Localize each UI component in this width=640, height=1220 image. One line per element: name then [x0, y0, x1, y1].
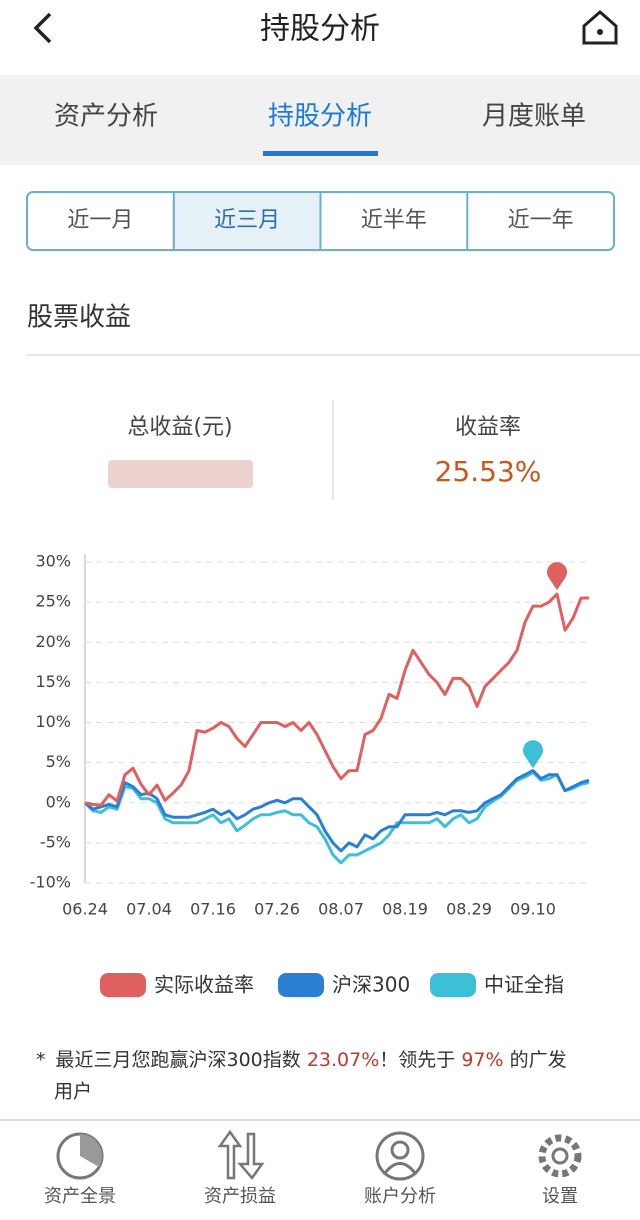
tab-bar	[0, 75, 640, 165]
rate-label: 收益率	[455, 415, 521, 440]
series-line	[84, 592, 590, 807]
legend-label: 沪深300	[332, 973, 410, 997]
nav-item[interactable]: 资产全景	[44, 1132, 116, 1207]
x-tick-label: 07.04	[126, 900, 172, 919]
icon	[383, 1162, 417, 1174]
legend-label: 中证全指	[484, 973, 564, 997]
series-line	[83, 770, 590, 865]
period-option[interactable]: 近一年	[508, 208, 574, 233]
y-tick-label: 5%	[46, 752, 71, 771]
footnote-part: 97%	[461, 1049, 503, 1071]
period-active	[173, 193, 321, 249]
icon	[551, 1147, 569, 1165]
icon	[538, 1134, 582, 1178]
y-tick-label: -5%	[40, 832, 71, 851]
tab[interactable]: 月度账单	[482, 102, 586, 132]
nav-item[interactable]: 设置	[538, 1134, 582, 1207]
tab[interactable]: 持股分析	[268, 102, 372, 132]
x-tick-label: 08.29	[446, 900, 492, 919]
nav-label: 资产全景	[44, 1186, 116, 1207]
icon	[375, 1131, 425, 1181]
footnote-part: *	[36, 1049, 46, 1071]
footnote-part: ！领先于	[379, 1049, 461, 1071]
x-tick-label: 08.07	[318, 900, 364, 919]
period-option[interactable]: 近半年	[361, 208, 427, 233]
footnote-part: 的广发	[504, 1049, 567, 1071]
y-tick-label: 25%	[35, 592, 71, 611]
icon	[217, 1129, 265, 1181]
y-tick-label: 10%	[35, 712, 71, 731]
nav-item[interactable]: 资产损益	[204, 1129, 276, 1207]
peak-pin	[523, 740, 543, 769]
y-tick-label: 30%	[35, 552, 71, 571]
footnote-line2: 用户	[54, 1081, 92, 1103]
series-line	[84, 769, 590, 853]
tab-indicator	[263, 151, 378, 156]
legend-swatch	[100, 973, 146, 997]
x-tick-label: 09.10	[510, 900, 556, 919]
peak-pin	[547, 562, 568, 591]
x-tick-label: 07.26	[254, 900, 300, 919]
rate-value: 25.53%	[435, 455, 542, 488]
x-tick-label: 06.24	[62, 900, 108, 919]
period-selector: 近一月 近三月 近半年 近一年	[26, 191, 615, 251]
period-option[interactable]: 近一月	[67, 208, 133, 233]
footnote-part: 23.07%	[307, 1049, 379, 1071]
nav-label: 账户分析	[364, 1186, 436, 1207]
legend-label: 实际收益率	[154, 973, 254, 997]
nav-label: 设置	[542, 1186, 578, 1207]
blurred-total	[108, 460, 253, 488]
header	[0, 0, 640, 75]
icon	[390, 1140, 410, 1160]
y-tick-label: 20%	[35, 632, 71, 651]
period-option[interactable]: 近三月	[214, 208, 280, 233]
footnote: * 最近三月您跑赢沪深300指数 23.07%！领先于 97% 的广发	[36, 1049, 567, 1071]
legend-swatch	[430, 973, 476, 997]
y-tick-label: 15%	[35, 672, 71, 691]
back-button[interactable]	[33, 12, 52, 44]
total-label: 总收益(元)	[127, 415, 232, 440]
footnote-part: 最近三月您跑赢沪深300指数	[56, 1049, 307, 1071]
x-tick-label: 08.19	[382, 900, 428, 919]
x-tick-label: 07.16	[190, 900, 236, 919]
tab[interactable]: 资产分析	[54, 102, 158, 132]
page-title: 持股分析	[260, 12, 380, 47]
home-button[interactable]	[582, 10, 618, 45]
section-title: 股票收益	[27, 303, 131, 333]
y-tick-label: -10%	[30, 873, 71, 892]
nav-item[interactable]: 账户分析	[364, 1131, 436, 1207]
nav-label: 资产损益	[204, 1186, 276, 1207]
legend-swatch	[278, 973, 324, 997]
icon	[80, 1134, 102, 1167]
y-tick-label: 0%	[46, 792, 71, 811]
